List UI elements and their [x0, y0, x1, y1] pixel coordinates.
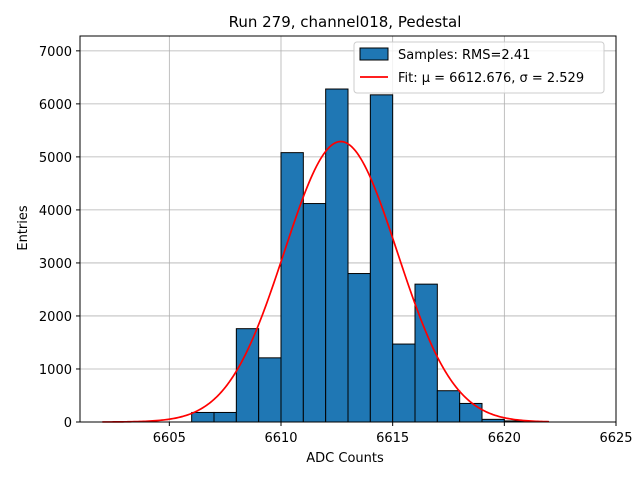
y-tick-label: 1000 [39, 363, 72, 378]
histogram-bar [325, 88, 349, 423]
chart-title: Run 279, channel018, Pedestal [229, 13, 462, 31]
x-tick-label: 6605 [153, 431, 186, 446]
x-tick-label: 6610 [264, 431, 297, 446]
legend-histogram-label: Samples: RMS=2.41 [398, 48, 530, 63]
ticks: 6605 6610 6615 6620 6625 0 1000 2000 3000 4000 500… [39, 45, 633, 446]
histogram-bar [347, 273, 371, 423]
y-tick-label: 0 [64, 416, 72, 431]
histogram-bar [392, 343, 416, 423]
histogram-bar [213, 411, 237, 423]
histogram-bars [191, 88, 528, 423]
histogram-bar [280, 152, 304, 423]
y-tick-label: 4000 [39, 204, 72, 219]
fit-curve [102, 140, 550, 423]
y-tick-label: 3000 [39, 257, 72, 272]
legend-frame [353, 41, 605, 94]
histogram-bar [258, 357, 282, 423]
legend: Samples: RMS=2.41 Fit: μ = 6612.676, σ =… [353, 41, 605, 94]
y-axis-label: Entries [16, 205, 31, 251]
legend-histogram-swatch [359, 47, 389, 61]
histogram-bar [436, 390, 461, 423]
axes [79, 35, 617, 423]
histogram-bar [235, 328, 260, 423]
x-tick-label: 6625 [599, 431, 632, 446]
histogram-bar [191, 411, 215, 423]
x-tick-label: 6615 [376, 431, 409, 446]
x-tick-label: 6620 [488, 431, 521, 446]
histogram-bar [459, 402, 483, 423]
histogram-bar [369, 94, 394, 423]
histogram-bar [302, 203, 327, 423]
y-tick-label: 5000 [39, 151, 72, 166]
y-tick-label: 2000 [39, 310, 72, 325]
y-tick-label: 7000 [39, 45, 72, 60]
fit-curve-group [102, 140, 550, 423]
plot-frame [79, 35, 617, 423]
x-axis-label: ADC Counts [306, 451, 384, 466]
histogram-bar [414, 283, 438, 423]
y-tick-label: 6000 [39, 98, 72, 113]
legend-fit-label: Fit: μ = 6612.676, σ = 2.529 [398, 71, 584, 86]
